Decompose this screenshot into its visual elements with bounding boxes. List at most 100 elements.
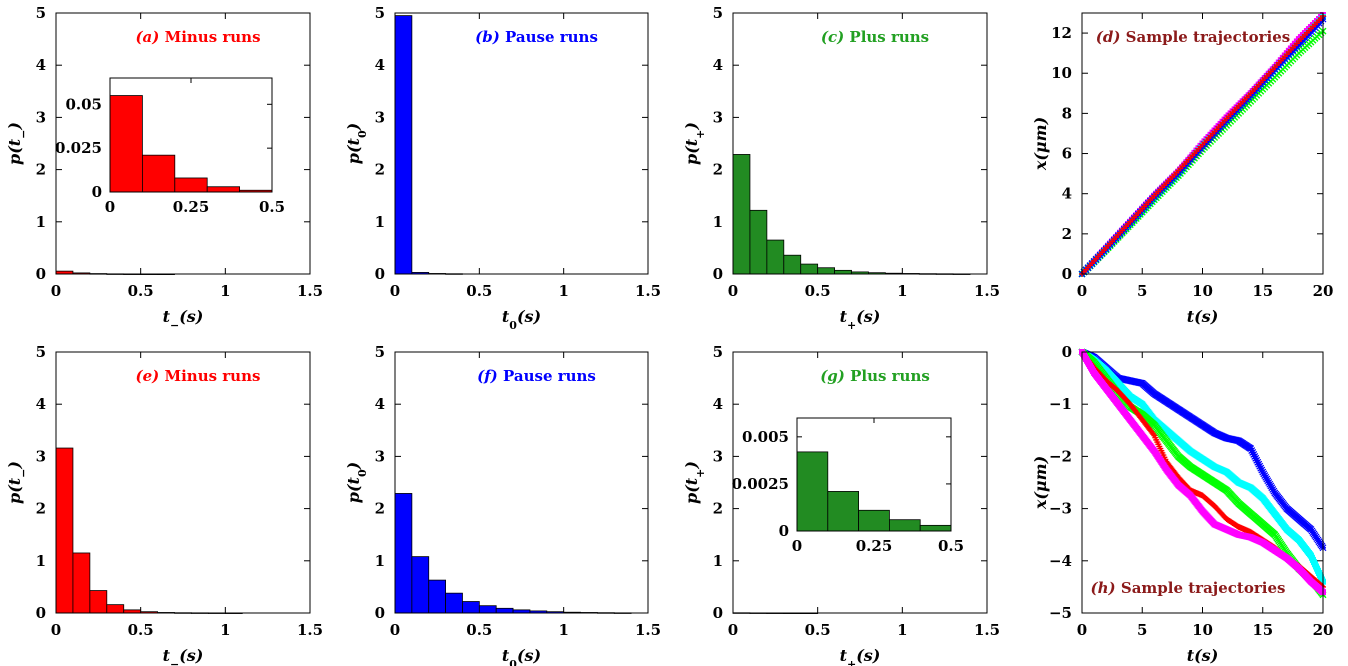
y-axis-label: x(μm) (1031, 456, 1050, 510)
inset-bar (141, 154, 176, 193)
x-tick-label: 0.5 (466, 282, 492, 300)
x-tick-label: 1 (897, 621, 907, 639)
panel-title-letter: (h) (1091, 579, 1121, 597)
x-axis-label-tail: (s) (517, 307, 541, 326)
inset-y-tick-label: 0.05 (65, 95, 102, 113)
x-tick-label: 1 (220, 282, 230, 300)
inset-y-tick-label: 0 (92, 183, 102, 201)
inset-x-tick-label: 0 (105, 198, 115, 216)
y-axis-label-sub: + (694, 130, 707, 139)
y-tick-label: 5 (375, 343, 385, 361)
x-axis-label-sub: 0 (509, 658, 517, 666)
panel-title: (e) Minus runs (136, 367, 261, 385)
point-star (1249, 449, 1257, 456)
histogram-bar (834, 269, 852, 275)
y-axis-label-tail: ) (682, 122, 701, 131)
point-star (1255, 460, 1263, 468)
y-axis-label: p(t+) (682, 461, 707, 504)
inset-x-tick-label: 0.5 (938, 537, 964, 555)
y-tick-label: 4 (713, 56, 723, 74)
point-star (1254, 458, 1262, 466)
inset-bar (796, 451, 829, 532)
x-axis-label-sub: + (847, 319, 856, 332)
panel-title-text: Plus runs (849, 28, 929, 46)
y-axis-label: x(μm) (1031, 117, 1050, 171)
x-tick-label: 0 (390, 282, 400, 300)
x-tick-label: 0 (728, 621, 738, 639)
x-tick-label: 10 (1192, 621, 1213, 639)
y-tick-label: 1 (375, 552, 385, 570)
y-axis-label-base: p(t (344, 476, 363, 503)
point-star (1257, 464, 1265, 472)
y-tick-label: 1 (713, 213, 723, 231)
panel-title-letter: (b) (475, 28, 505, 46)
x-tick-label: 5 (1137, 282, 1147, 300)
histogram-bar (800, 263, 819, 275)
y-tick-label: 0 (713, 265, 723, 283)
inset: 0 0.25 0.5 0 0.025 0.05 (55, 77, 285, 216)
y-axis-label: p(t−) (5, 461, 30, 504)
x-axis-label: t0(s) (502, 646, 541, 666)
y-tick-label: 0 (713, 604, 723, 622)
y-tick-label: 1 (713, 552, 723, 570)
y-axis-label-tail: ) (5, 122, 24, 131)
y-tick-label: 0 (375, 265, 385, 283)
inset-bar (858, 509, 890, 532)
histogram-bar (394, 15, 413, 275)
y-tick-label: 2 (36, 161, 46, 179)
histogram-bar (462, 601, 480, 614)
x-axis-label-tail: (s) (179, 646, 203, 665)
x-tick-label: 15 (1252, 621, 1273, 639)
histogram-bar (749, 209, 768, 275)
y-tick-label: 3 (375, 447, 385, 465)
y-axis-label-base: p(t (344, 137, 363, 164)
x-tick-label: 0 (51, 621, 61, 639)
x-axis-label-tail: (s) (517, 646, 541, 665)
point-star (1253, 456, 1261, 464)
panel-title: (g) Plus runs (820, 367, 930, 385)
x-tick-label: 1 (558, 621, 568, 639)
y-tick-label: 4 (36, 395, 46, 413)
y-tick-label: −4 (1049, 552, 1072, 570)
histogram-bar (817, 267, 836, 275)
histogram-bar (783, 254, 802, 275)
y-tick-label: 5 (36, 4, 46, 22)
x-tick-label: 20 (1313, 282, 1334, 300)
x-axis-label-sub: 0 (509, 319, 517, 332)
histogram-bar (55, 447, 74, 614)
y-tick-label: −1 (1049, 395, 1072, 413)
trajectory-series (1079, 13, 1326, 277)
x-axis-label: t+(s) (840, 307, 881, 332)
x-tick-label: 1.5 (635, 282, 661, 300)
panel-title: (c) Plus runs (821, 28, 929, 46)
inset-x-tick-label: 0.5 (259, 198, 285, 216)
y-axis-label-base: p(t (5, 138, 24, 165)
plot-frame (394, 12, 649, 275)
histogram-bar (445, 592, 463, 614)
y-tick-label: 4 (375, 56, 385, 74)
y-tick-label: 6 (1062, 145, 1072, 163)
y-tick-label: 4 (375, 395, 385, 413)
x-axis-label-base: t (502, 646, 510, 665)
x-tick-label: 1 (897, 282, 907, 300)
x-tick-label: 0 (728, 282, 738, 300)
y-tick-label: 2 (713, 161, 723, 179)
y-axis-label: p(t−) (5, 122, 30, 165)
y-tick-label: −3 (1049, 500, 1072, 518)
panel-title-letter: (e) (136, 367, 165, 385)
x-tick-label: 0 (390, 621, 400, 639)
panel-title: (a) Minus runs (135, 28, 260, 46)
x-tick-label: 10 (1192, 282, 1213, 300)
x-tick-label: 0.5 (128, 282, 154, 300)
panel-title-text: Sample trajectories (1126, 28, 1291, 46)
y-axis-label-sub: − (17, 469, 30, 478)
x-axis-label: t−(s) (163, 646, 204, 666)
y-tick-label: 8 (1062, 104, 1072, 122)
panel-title: (d) Sample trajectories (1096, 28, 1290, 46)
y-tick-label: 3 (713, 108, 723, 126)
